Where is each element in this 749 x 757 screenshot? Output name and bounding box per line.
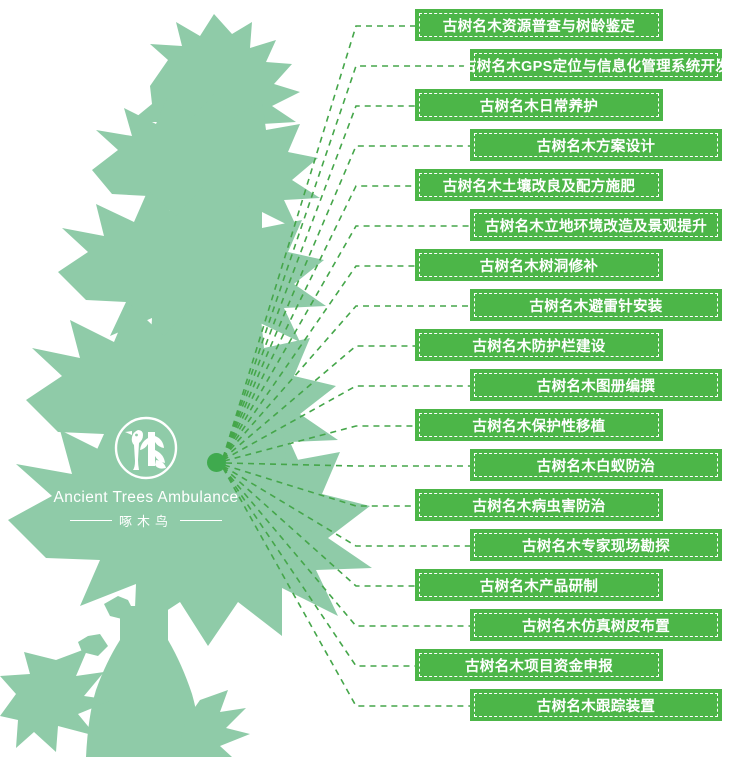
service-node-label: 古树名木防护栏建设: [472, 338, 606, 355]
connector-line-12: [225, 462, 470, 467]
logo-rule-right: [180, 519, 222, 522]
service-node-box[interactable]: 古树名木图册编撰: [470, 369, 722, 401]
service-node-box[interactable]: 古树名木方案设计: [470, 129, 722, 161]
service-node-box[interactable]: 古树名木GPS定位与信息化管理系统开发: [462, 49, 730, 81]
service-node-label: 古树名木跟踪装置: [536, 698, 656, 715]
service-node-label: 古树名木立地环境改造及景观提升: [485, 218, 707, 235]
service-node-label: 古树名木图册编撰: [536, 378, 656, 395]
connector-line-15: [222, 466, 415, 587]
logo-rule-left: [69, 519, 112, 522]
service-node-label: 古树名木仿真树皮布置: [522, 618, 670, 635]
service-node-label: 古树名木树洞修补: [479, 258, 599, 275]
service-node-label: 古树名木病虫害防治: [472, 498, 606, 515]
connector-line-5: [222, 185, 415, 459]
logo-subtitle-cn: 啄木鸟: [118, 514, 173, 529]
service-node-label: 古树名木土壤改良及配方施肥: [442, 178, 636, 195]
service-node-label: 古树名木专家现场勘探: [522, 538, 670, 555]
service-node-box[interactable]: 古树名木日常养护: [415, 89, 663, 121]
service-node-box[interactable]: 古树名木树洞修补: [415, 249, 663, 281]
service-node-box[interactable]: 古树名木项目资金申报: [415, 649, 663, 681]
connector-line-9: [222, 345, 415, 460]
service-node-label: 古树名木产品研制: [479, 578, 599, 595]
service-node-box[interactable]: 古树名木专家现场勘探: [470, 529, 722, 561]
service-node-box[interactable]: 古树名木病虫害防治: [415, 489, 663, 521]
central-hub-node: [207, 453, 226, 472]
service-node-box[interactable]: 古树名木避雷针安装: [470, 289, 722, 321]
connector-line-13: [223, 464, 415, 507]
service-node-label: 古树名木资源普查与树龄鉴定: [442, 18, 636, 35]
logo-subtitle-row: 啄木鸟: [46, 511, 246, 530]
service-node-label: 古树名木GPS定位与信息化管理系统开发: [461, 58, 731, 75]
service-node-label: 古树名木保护性移植: [472, 418, 606, 435]
service-node-label: 古树名木方案设计: [536, 138, 656, 155]
service-node-box[interactable]: 古树名木仿真树皮布置: [470, 609, 722, 641]
service-node-box[interactable]: 古树名木产品研制: [415, 569, 663, 601]
service-node-box[interactable]: 古树名木防护栏建设: [415, 329, 663, 361]
service-node-box[interactable]: 古树名木白蚁防治: [470, 449, 722, 481]
brand-logo: Ancient Trees Ambulance 啄木鸟: [46, 416, 246, 530]
service-node-box[interactable]: 古树名木保护性移植: [415, 409, 663, 441]
logo-wordmark: Ancient Trees Ambulance: [53, 489, 239, 506]
connector-line-1: [222, 25, 415, 459]
connector-line-17: [222, 467, 415, 667]
woodpecker-tree-circle-icon: [114, 416, 178, 480]
service-node-label: 古树名木日常养护: [479, 98, 599, 115]
connector-line-11: [223, 425, 415, 462]
service-node-label: 古树名木白蚁防治: [536, 458, 656, 475]
conifer-tree-shape: [0, 14, 372, 757]
service-node-label: 古树名木项目资金申报: [465, 658, 613, 675]
service-node-box[interactable]: 古树名木跟踪装置: [470, 689, 722, 721]
connector-line-7: [222, 265, 415, 459]
service-node-box[interactable]: 古树名木土壤改良及配方施肥: [415, 169, 663, 201]
service-node-box[interactable]: 古树名木立地环境改造及景观提升: [470, 209, 722, 241]
service-node-label: 古树名木避雷针安装: [529, 298, 663, 315]
service-node-box[interactable]: 古树名木资源普查与树龄鉴定: [415, 9, 663, 41]
connector-line-3: [222, 105, 415, 459]
